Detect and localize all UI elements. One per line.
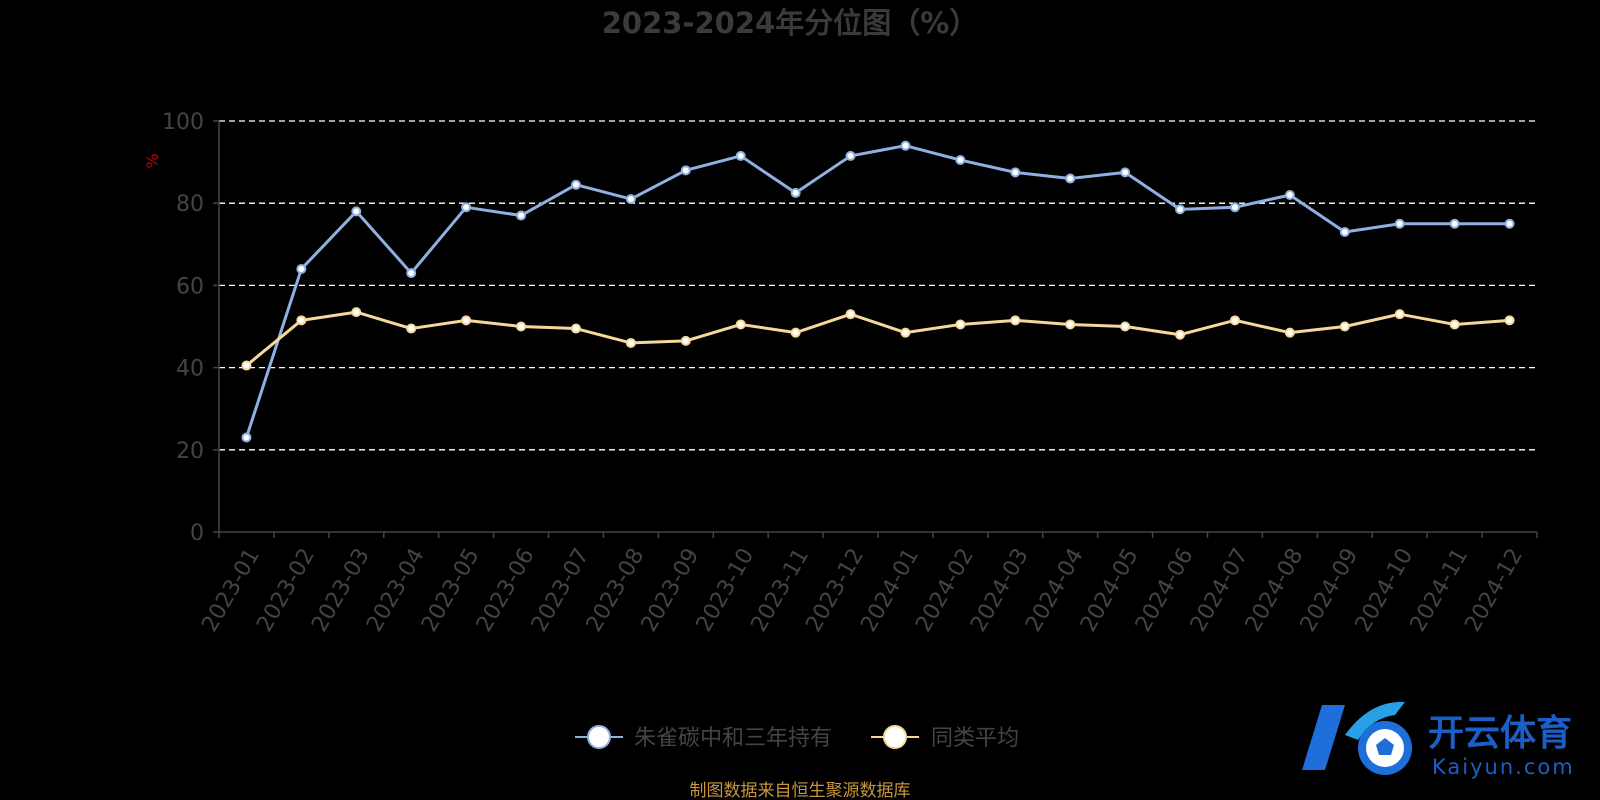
data-point[interactable] bbox=[845, 150, 856, 161]
series-line bbox=[245, 310, 1510, 367]
data-point[interactable] bbox=[406, 323, 417, 334]
data-point[interactable] bbox=[625, 337, 636, 348]
data-point[interactable] bbox=[1120, 167, 1131, 178]
data-point[interactable] bbox=[735, 319, 746, 330]
data-point[interactable] bbox=[1065, 173, 1076, 184]
chart-title: 2023-2024年分位图（%） bbox=[602, 6, 979, 40]
brand-domain: Kaiyun.com bbox=[1432, 755, 1575, 779]
data-point[interactable] bbox=[1229, 202, 1240, 213]
data-point[interactable] bbox=[1065, 319, 1076, 330]
data-point[interactable] bbox=[516, 321, 527, 332]
legend-label-series-2: 同类平均 bbox=[931, 726, 1019, 751]
data-point[interactable] bbox=[955, 155, 966, 166]
data-point[interactable] bbox=[790, 327, 801, 338]
axes bbox=[213, 120, 1538, 538]
logo-letters: K bbox=[1352, 723, 1353, 725]
data-point[interactable] bbox=[1449, 319, 1460, 330]
legend-item-series-2[interactable]: 同类平均 bbox=[871, 725, 1019, 751]
y-tick-label: 0 bbox=[190, 521, 204, 546]
data-point[interactable] bbox=[461, 315, 472, 326]
data-point[interactable] bbox=[1175, 204, 1186, 215]
data-point[interactable] bbox=[1339, 321, 1350, 332]
legend-marker-icon bbox=[883, 725, 907, 749]
data-point[interactable] bbox=[680, 165, 691, 176]
series-2 bbox=[241, 307, 1515, 371]
data-point[interactable] bbox=[845, 309, 856, 320]
data-point[interactable] bbox=[735, 150, 746, 161]
data-point[interactable] bbox=[570, 179, 581, 190]
data-point[interactable] bbox=[1175, 329, 1186, 340]
brand-watermark: K 开云体育 Kaiyun.com bbox=[1302, 701, 1575, 779]
data-point[interactable] bbox=[296, 315, 307, 326]
data-point[interactable] bbox=[406, 268, 417, 279]
data-point[interactable] bbox=[1504, 315, 1515, 326]
y-tick-labels: 0 20 40 60 80 100 bbox=[162, 110, 204, 546]
data-point[interactable] bbox=[351, 307, 362, 318]
legend-marker-icon bbox=[587, 725, 611, 749]
legend-label-series-1: 朱雀碳中和三年持有 bbox=[634, 726, 832, 751]
y-tick-label: 80 bbox=[176, 192, 204, 217]
series-layer bbox=[241, 140, 1515, 443]
series-line bbox=[245, 144, 1510, 438]
data-point[interactable] bbox=[1229, 315, 1240, 326]
data-point[interactable] bbox=[351, 206, 362, 217]
data-point[interactable] bbox=[1394, 218, 1405, 229]
data-point[interactable] bbox=[1120, 321, 1131, 332]
data-point[interactable] bbox=[1339, 226, 1350, 237]
data-point[interactable] bbox=[1284, 189, 1295, 200]
data-point[interactable] bbox=[296, 263, 307, 274]
data-point[interactable] bbox=[1010, 167, 1021, 178]
y-tick-label: 60 bbox=[176, 274, 204, 299]
y-axis-unit: % bbox=[143, 153, 162, 168]
data-point[interactable] bbox=[461, 202, 472, 213]
data-point[interactable] bbox=[516, 210, 527, 221]
data-point[interactable] bbox=[680, 335, 691, 346]
legend: 朱雀碳中和三年持有 同类平均 bbox=[575, 725, 1019, 751]
y-tick-label: 20 bbox=[176, 439, 204, 464]
data-point[interactable] bbox=[1504, 218, 1515, 229]
y-tick-label: 40 bbox=[176, 357, 204, 382]
data-point[interactable] bbox=[900, 327, 911, 338]
grid-lines bbox=[219, 120, 1537, 451]
data-point[interactable] bbox=[790, 187, 801, 198]
x-tick-labels: 2023-012023-022023-032023-042023-052023-… bbox=[197, 544, 1528, 636]
series-1 bbox=[241, 140, 1515, 443]
data-point[interactable] bbox=[1284, 327, 1295, 338]
data-point[interactable] bbox=[625, 194, 636, 205]
data-point[interactable] bbox=[570, 323, 581, 334]
data-point[interactable] bbox=[1010, 315, 1021, 326]
brand-name: 开云体育 bbox=[1428, 713, 1572, 754]
data-source-note: 制图数据来自恒生聚源数据库 bbox=[690, 781, 911, 800]
data-point[interactable] bbox=[955, 319, 966, 330]
kaiyun-logo-icon: K bbox=[1302, 701, 1412, 775]
y-tick-label: 100 bbox=[162, 110, 204, 135]
data-point[interactable] bbox=[241, 360, 252, 371]
data-point[interactable] bbox=[1449, 218, 1460, 229]
legend-item-series-1[interactable]: 朱雀碳中和三年持有 bbox=[575, 725, 832, 751]
data-point[interactable] bbox=[1394, 309, 1405, 320]
data-point[interactable] bbox=[241, 432, 252, 443]
data-point[interactable] bbox=[900, 140, 911, 151]
